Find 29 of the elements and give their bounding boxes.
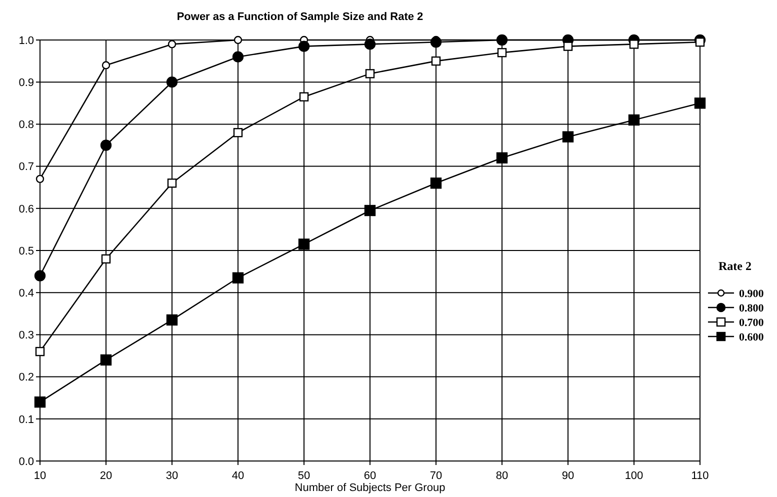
- chart-title: Power as a Function of Sample Size and Rate 2: [176, 11, 424, 23]
- y-tick-label: 0.8: [18, 119, 34, 132]
- x-axis-title: Number of Subjects Per Group: [294, 482, 446, 494]
- legend-label: 0.600: [739, 331, 764, 344]
- x-tick-label: 10: [34, 470, 46, 482]
- y-tick-label: 0.9: [18, 76, 34, 89]
- y-tick-label: 0.1: [18, 414, 34, 426]
- legend-label: 0.800: [739, 302, 764, 314]
- y-tick-label: 0.0: [18, 456, 34, 468]
- y-tick-label: 0.7: [18, 161, 34, 174]
- y-tick-label: 1.0: [18, 34, 34, 47]
- x-tick-label: 40: [232, 470, 244, 482]
- x-tick-label: 70: [430, 470, 442, 482]
- x-tick-label: 90: [562, 470, 574, 482]
- x-tick-label: 80: [496, 470, 508, 482]
- y-tick-label: 0.3: [18, 330, 34, 342]
- legend-title: Rate 2: [718, 259, 752, 273]
- x-tick-label: 50: [298, 470, 310, 482]
- x-tick-label: 110: [691, 470, 709, 482]
- x-tick-label: 100: [624, 470, 644, 482]
- y-tick-label: 0.5: [18, 245, 34, 258]
- y-tick-label: 0.6: [18, 203, 34, 216]
- y-tick-label: 0.2: [18, 372, 34, 384]
- legend-label: 0.700: [739, 316, 764, 329]
- legend-label: 0.900: [739, 288, 764, 300]
- x-tick-label: 30: [166, 470, 178, 482]
- y-tick-label: 0.4: [18, 287, 34, 300]
- x-tick-label: 60: [364, 470, 376, 482]
- x-tick-label: 20: [100, 470, 112, 482]
